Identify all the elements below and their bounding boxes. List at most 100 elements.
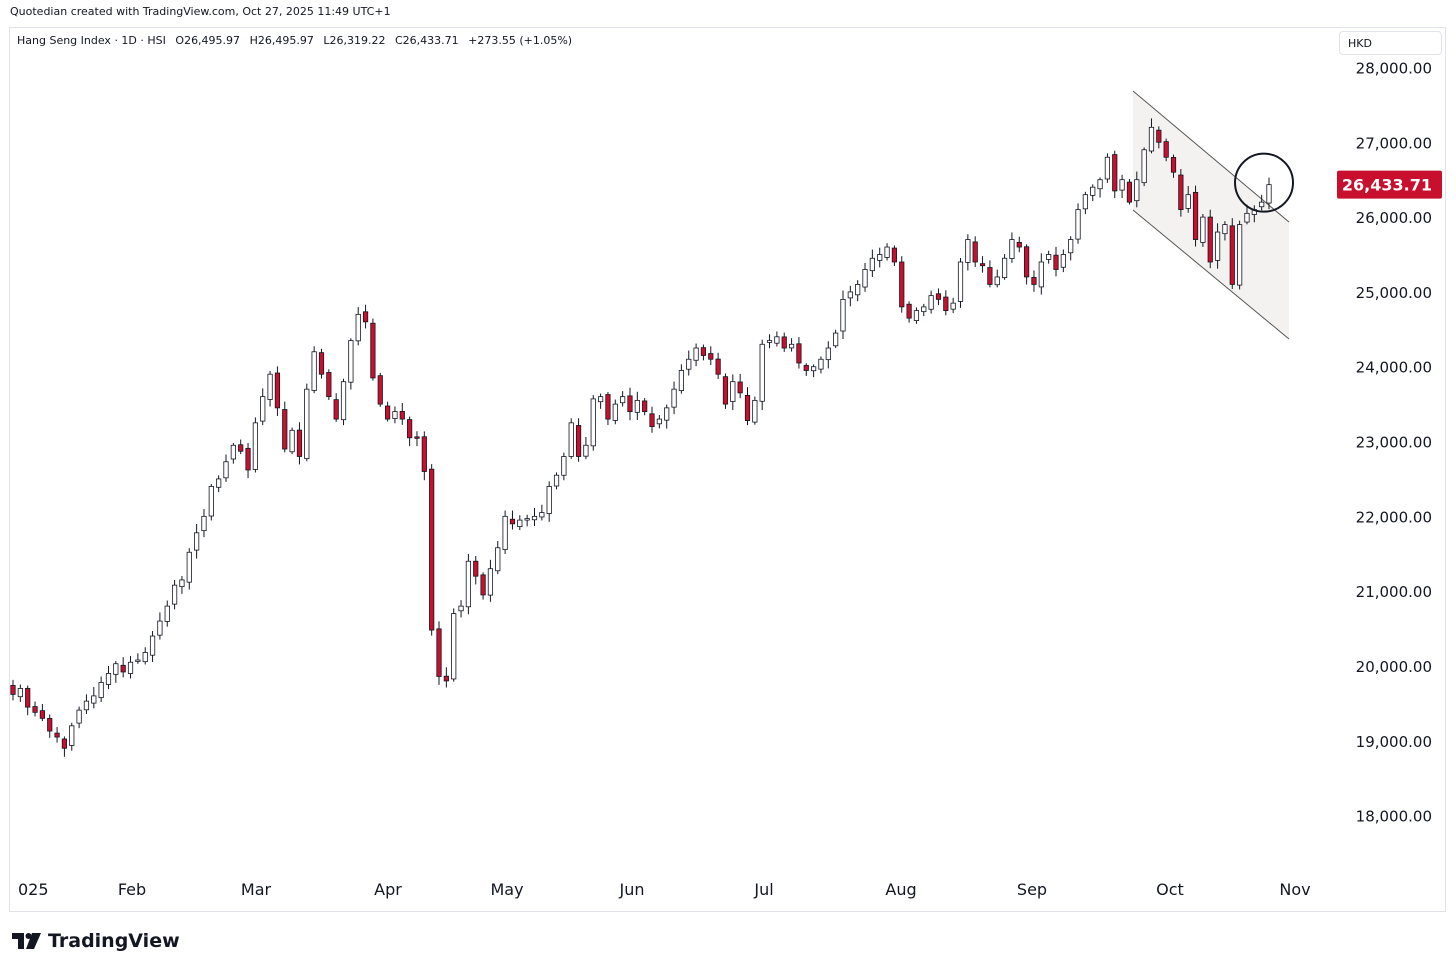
candle-body (1192, 191, 1199, 240)
candle-body (348, 340, 354, 383)
candle-body (142, 652, 148, 663)
candle-body (1170, 157, 1177, 173)
candle-body (1001, 257, 1008, 278)
candle-body (208, 486, 214, 517)
candle-body (693, 347, 699, 361)
candle-body (950, 302, 956, 310)
candle-body (590, 398, 596, 447)
candle-body (744, 394, 751, 421)
candle-body (634, 399, 640, 413)
candle-body (1112, 154, 1118, 192)
candle-body (899, 261, 905, 308)
candle-body (700, 347, 707, 356)
candle-body (1156, 129, 1162, 143)
candle-body (54, 732, 60, 738)
candle-body (752, 399, 758, 423)
candle-body (1038, 261, 1044, 288)
candle-body (10, 685, 16, 695)
candle-body (1200, 216, 1206, 243)
legend-open: O26,495.97 (175, 34, 241, 47)
candle-body (833, 332, 839, 347)
candle-body (965, 239, 971, 263)
symbol-legend[interactable]: Hang Seng Index · 1D · HSI O26,495.97 H2… (17, 34, 578, 47)
last-price-badge (1337, 170, 1442, 199)
candle-body (766, 340, 773, 343)
candle-body (238, 444, 244, 452)
candle-body (61, 738, 68, 749)
candle-body (304, 388, 310, 460)
candle-body (384, 405, 391, 420)
candle-body (803, 365, 809, 371)
candle-body (83, 700, 90, 711)
candle-body (979, 263, 986, 267)
x-tick-label: Apr (374, 880, 402, 899)
candle-body (664, 407, 670, 421)
x-tick-label: May (490, 880, 523, 899)
candle-body (171, 584, 178, 605)
x-tick-label: Feb (118, 880, 146, 899)
candle-body (1244, 212, 1250, 223)
candle-body (179, 579, 185, 587)
y-tick-label: 26,000.00 (1356, 209, 1432, 227)
candle-body (370, 322, 376, 379)
candle-body (531, 515, 538, 521)
candle-body (355, 313, 361, 342)
currency-selector[interactable]: HKD (1339, 31, 1442, 55)
legend-high: H26,495.97 (249, 34, 314, 47)
candle-body (1031, 276, 1037, 285)
y-tick-label: 21,000.00 (1356, 583, 1432, 601)
candle-body (25, 687, 31, 708)
candle-body (230, 444, 236, 460)
candle-body (994, 276, 1000, 286)
candle-body (524, 518, 530, 521)
candle-body (1082, 194, 1088, 210)
candle-body (877, 254, 883, 261)
candle-body (39, 710, 45, 719)
candle-body (1207, 216, 1213, 263)
candle-body (818, 358, 824, 370)
candle-body (414, 436, 420, 439)
candle-body (296, 429, 303, 457)
y-tick-label: 23,000.00 (1356, 434, 1432, 452)
candle-body (737, 381, 743, 394)
candle-body (407, 419, 413, 439)
candle-body (260, 396, 266, 422)
candle-body (921, 306, 927, 313)
candle-body (884, 246, 890, 258)
candle-body (796, 343, 802, 364)
channel-fill (1133, 91, 1289, 339)
candle-body (546, 486, 552, 514)
y-tick-label: 18,000.00 (1356, 808, 1432, 826)
candle-body (598, 396, 604, 403)
candle-body (811, 366, 817, 372)
candle-body (686, 358, 692, 370)
candle-body (671, 388, 677, 408)
candle-body (1104, 156, 1111, 180)
candle-body (47, 717, 53, 732)
candle-body (1148, 126, 1155, 152)
candle-body (480, 574, 486, 596)
candle-body (340, 381, 347, 421)
candle-body (678, 370, 684, 391)
candle-body (1060, 254, 1066, 268)
candle-body (972, 241, 978, 263)
candle-body (186, 551, 192, 583)
candle-body (267, 373, 273, 400)
y-tick-label: 24,000.00 (1356, 359, 1432, 377)
candle-body (642, 400, 648, 413)
candle-body (649, 413, 655, 427)
legend-change: +273.55 (+1.05%) (468, 34, 573, 47)
candle-body (69, 725, 75, 746)
candle-body (612, 403, 618, 421)
tradingview-logo[interactable]: TradingView (12, 930, 180, 952)
y-tick-label: 28,000.00 (1356, 59, 1432, 77)
candle-body (311, 351, 317, 391)
candle-body (928, 295, 934, 310)
x-tick-label: Jul (753, 880, 773, 899)
candle-body (1134, 179, 1140, 202)
candle-body (421, 436, 427, 472)
candle-body (935, 293, 942, 300)
candle-body (326, 372, 332, 398)
candle-body (1141, 149, 1147, 184)
tradingview-logo-icon (12, 933, 41, 949)
